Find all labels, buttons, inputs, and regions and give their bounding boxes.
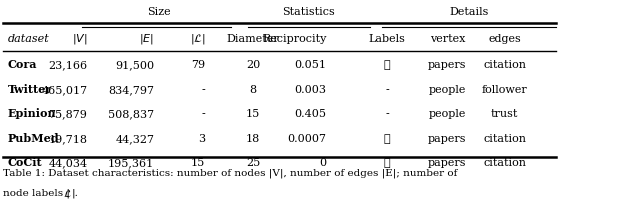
- Text: Table 1: Dataset characteristics: number of nodes |V|, number of edges |E|; numb: Table 1: Dataset characteristics: number…: [3, 168, 457, 178]
- Text: $|E|$: $|E|$: [140, 32, 154, 46]
- Text: 508,837: 508,837: [108, 109, 154, 119]
- Text: 0.051: 0.051: [294, 60, 326, 70]
- Text: ✓: ✓: [383, 134, 390, 144]
- Text: -: -: [202, 85, 205, 95]
- Text: 0: 0: [319, 158, 326, 168]
- Text: -: -: [385, 85, 388, 95]
- Text: $|V|$: $|V|$: [72, 32, 88, 46]
- Text: 79: 79: [191, 60, 205, 70]
- Text: people: people: [429, 85, 466, 95]
- Text: ✓: ✓: [383, 158, 390, 168]
- Text: -: -: [385, 109, 388, 119]
- Text: 75,879: 75,879: [49, 109, 88, 119]
- Text: Diameter: Diameter: [227, 34, 280, 44]
- Text: trust: trust: [491, 109, 518, 119]
- Text: 0.003: 0.003: [294, 85, 326, 95]
- Text: dataset: dataset: [8, 34, 49, 44]
- Text: Labels: Labels: [369, 34, 405, 44]
- Text: 44,327: 44,327: [115, 134, 154, 144]
- Text: ✓: ✓: [383, 60, 390, 70]
- Text: CoCit: CoCit: [8, 157, 42, 168]
- Text: citation: citation: [483, 134, 526, 144]
- Text: 18: 18: [246, 134, 260, 144]
- Text: Twitter: Twitter: [8, 84, 52, 95]
- Text: 8: 8: [250, 85, 257, 95]
- Text: Details: Details: [449, 7, 488, 17]
- Text: 0.405: 0.405: [294, 109, 326, 119]
- Text: follower: follower: [482, 85, 527, 95]
- Text: people: people: [429, 109, 466, 119]
- Text: papers: papers: [428, 158, 467, 168]
- Text: vertex: vertex: [429, 34, 465, 44]
- Text: Size: Size: [147, 7, 171, 17]
- Text: 834,797: 834,797: [108, 85, 154, 95]
- Text: edges: edges: [488, 34, 521, 44]
- Text: Statistics: Statistics: [282, 7, 335, 17]
- Text: 15: 15: [246, 109, 260, 119]
- Text: 91,500: 91,500: [115, 60, 154, 70]
- Text: 25: 25: [246, 158, 260, 168]
- Text: papers: papers: [428, 134, 467, 144]
- Text: 23,166: 23,166: [48, 60, 88, 70]
- Text: papers: papers: [428, 60, 467, 70]
- Text: 19,718: 19,718: [49, 134, 88, 144]
- Text: 20: 20: [246, 60, 260, 70]
- Text: 44,034: 44,034: [48, 158, 88, 168]
- Text: $|\mathcal{L}|$: $|\mathcal{L}|$: [189, 32, 205, 46]
- Text: node labels |: node labels |: [3, 188, 70, 198]
- Text: $\mathcal{L}$: $\mathcal{L}$: [63, 188, 72, 199]
- Text: Epinion: Epinion: [8, 108, 56, 119]
- Text: citation: citation: [483, 158, 526, 168]
- Text: 0.0007: 0.0007: [287, 134, 326, 144]
- Text: Reciprocity: Reciprocity: [262, 34, 326, 44]
- Text: Cora: Cora: [8, 59, 37, 70]
- Text: -: -: [202, 109, 205, 119]
- Text: 465,017: 465,017: [42, 85, 88, 95]
- Text: citation: citation: [483, 60, 526, 70]
- Text: PubMed: PubMed: [8, 133, 60, 144]
- Text: 195,361: 195,361: [108, 158, 154, 168]
- Text: 15: 15: [191, 158, 205, 168]
- Text: |.: |.: [72, 188, 78, 198]
- Text: 3: 3: [198, 134, 205, 144]
